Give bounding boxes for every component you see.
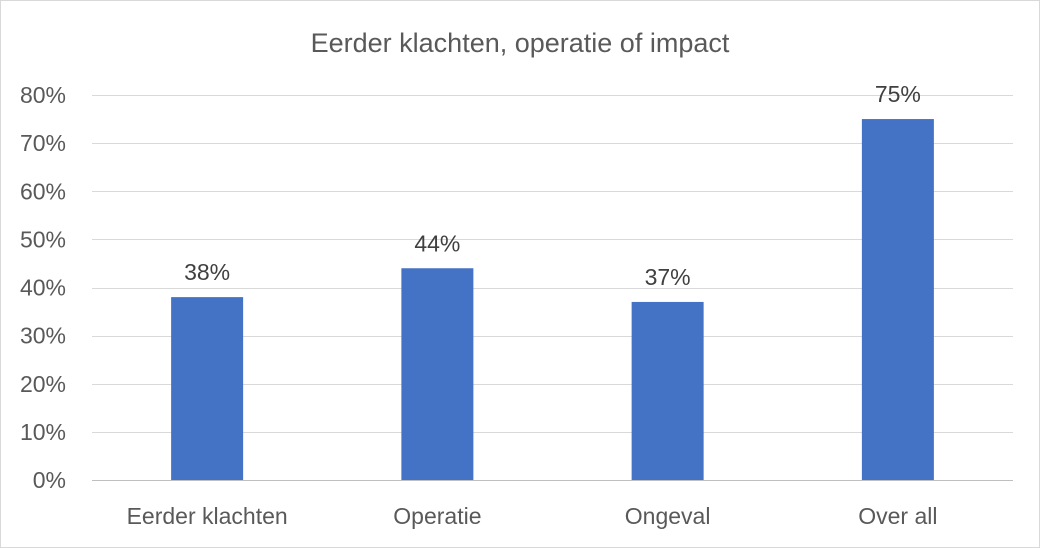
x-category-label: Operatie	[393, 503, 481, 529]
gridlines	[92, 95, 1013, 481]
y-tick-label: 60%	[20, 178, 66, 204]
bar	[861, 119, 934, 480]
data-label: 38%	[184, 259, 230, 285]
y-tick-label: 70%	[20, 130, 66, 156]
data-labels: 38% 44% 37% 75%	[184, 81, 921, 290]
x-category-label: Eerder klachten	[127, 503, 288, 529]
y-tick-label: 40%	[20, 275, 66, 301]
bars	[171, 119, 934, 480]
y-tick-label: 0%	[33, 467, 66, 493]
data-label: 37%	[645, 264, 691, 290]
y-tick-label: 20%	[20, 371, 66, 397]
y-axis-tick-labels: 0% 10% 20% 30% 40% 50% 60% 70% 80%	[20, 82, 66, 493]
y-tick-label: 30%	[20, 323, 66, 349]
x-axis-category-labels: Eerder klachten Operatie Ongeval Over all	[127, 503, 938, 529]
y-tick-label: 80%	[20, 82, 66, 108]
data-label: 44%	[414, 230, 460, 256]
bar	[401, 268, 474, 480]
bar	[631, 301, 704, 480]
x-category-label: Ongeval	[625, 503, 711, 529]
chart-title: Eerder klachten, operatie of impact	[311, 28, 730, 58]
data-label: 75%	[875, 81, 921, 107]
x-category-label: Over all	[858, 503, 937, 529]
bar	[171, 297, 244, 480]
y-tick-label: 10%	[20, 419, 66, 445]
y-tick-label: 50%	[20, 226, 66, 252]
